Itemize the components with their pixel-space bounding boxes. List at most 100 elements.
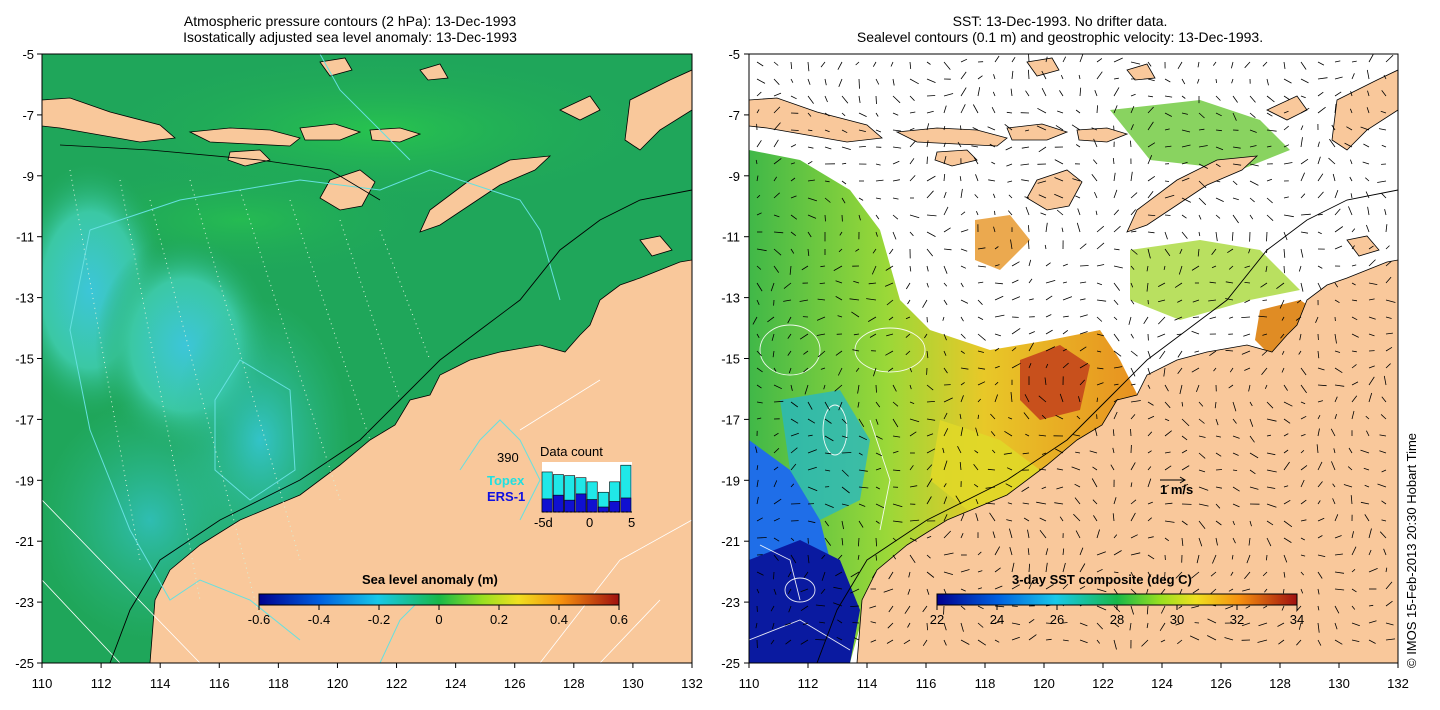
velocity-arrow [1348, 447, 1353, 454]
velocity-arrow [1062, 348, 1067, 352]
velocity-arrow [1266, 503, 1277, 508]
velocity-arrow [787, 571, 792, 578]
velocity-arrow [926, 175, 936, 182]
velocity-arrow [1006, 519, 1013, 522]
velocity-arrow [1010, 88, 1013, 97]
velocity-arrow [1158, 316, 1166, 325]
velocity-arrow [1334, 282, 1339, 288]
velocity-arrow [926, 588, 930, 595]
velocity-arrow [1007, 210, 1013, 216]
velocity-arrow [1130, 209, 1137, 216]
velocity-arrow [1317, 91, 1324, 97]
velocity-arrow [1181, 197, 1191, 203]
velocity-arrow [1334, 103, 1337, 114]
velocity-arrow [872, 571, 877, 579]
velocity-arrow [807, 197, 818, 202]
imos-credit: © IMOS 15-Feb-2013 20:30 Hobart Time [1404, 432, 1419, 668]
velocity-arrow [1225, 349, 1234, 352]
velocity-arrow [803, 367, 809, 373]
velocity-arrow [858, 146, 866, 148]
velocity-arrow [1244, 367, 1251, 371]
velocity-arrow [790, 61, 793, 70]
velocity-arrow [1295, 316, 1302, 321]
velocity-arrow [773, 92, 782, 97]
ers1-bar [609, 501, 621, 513]
velocity-arrow [1385, 346, 1393, 352]
velocity-arrow [977, 622, 984, 628]
velocity-arrow [1300, 479, 1305, 488]
velocity-arrow [904, 605, 911, 614]
velocity-arrow [1147, 142, 1156, 148]
velocity-arrow [1283, 554, 1288, 563]
velocity-arrow [1045, 346, 1056, 352]
velocity-arrow [1315, 316, 1319, 323]
velocity-arrow [773, 432, 779, 437]
velocity-arrow [756, 248, 767, 252]
australia-land [149, 259, 692, 663]
velocity-arrow [772, 622, 775, 630]
velocity-arrow [926, 418, 936, 421]
velocity-arrow [1198, 401, 1204, 407]
velocity-arrow [1071, 124, 1081, 131]
velocity-arrow [838, 248, 843, 253]
velocity-arrow [1095, 210, 1098, 216]
velocity-arrow [868, 282, 877, 285]
velocity-arrow [1198, 112, 1205, 119]
velocity-arrow [1279, 299, 1285, 309]
velocity-arrow [1113, 209, 1119, 216]
velocity-arrow [1266, 95, 1275, 103]
velocity-arrow [1096, 529, 1100, 539]
velocity-arrow [1231, 78, 1234, 84]
velocity-arrow [1025, 129, 1030, 132]
velocity-arrow [994, 333, 1002, 337]
velocity-arrow [1317, 106, 1326, 114]
velocity-arrow [1368, 604, 1374, 607]
velocity-arrow [1056, 486, 1064, 490]
velocity-arrow [1040, 212, 1047, 216]
velocity-arrow [1266, 401, 1274, 409]
velocity-arrow [1351, 546, 1357, 556]
velocity-arrow [1317, 367, 1325, 371]
velocity-arrow [1330, 428, 1336, 437]
velocity-arrow [1332, 498, 1336, 505]
ers1-bar [620, 497, 632, 513]
velocity-arrow [1283, 196, 1289, 199]
velocity-arrow [987, 126, 996, 131]
velocity-arrow [807, 520, 816, 524]
velocity-arrow [1038, 434, 1047, 437]
velocity-arrow [1159, 622, 1166, 632]
velocity-arrow [1011, 56, 1016, 63]
velocity-arrow [1130, 428, 1132, 437]
velocity-arrow [1317, 605, 1320, 611]
velocity-arrow [1266, 129, 1277, 132]
left-y-tick-label: -25 [15, 656, 34, 671]
velocity-arrow [1028, 331, 1035, 335]
velocity-arrow [1258, 315, 1268, 318]
velocity-arrow [1073, 434, 1081, 437]
velocity-arrow [1334, 413, 1337, 420]
velocity-arrow [820, 61, 826, 68]
velocity-arrow [849, 298, 860, 301]
velocity-arrow [1215, 146, 1224, 151]
right-title-line2: Sealevel contours (0.1 m) and geostrophi… [856, 29, 1264, 45]
velocity-arrow [1045, 222, 1048, 233]
velocity-arrow [926, 554, 931, 559]
velocity-arrow [819, 282, 826, 284]
velocity-arrow [1037, 180, 1047, 184]
velocity-arrow [1300, 434, 1306, 437]
velocity-arrow [1281, 350, 1285, 355]
velocity-arrow [977, 414, 979, 420]
velocity-arrow [1011, 328, 1021, 335]
velocity-arrow [1096, 282, 1103, 286]
velocity-arrow [807, 434, 813, 437]
velocity-arrow [824, 503, 834, 508]
velocity-arrow [773, 448, 780, 454]
velocity-arrow [977, 367, 986, 370]
velocity-arrow [994, 365, 1000, 369]
velocity-arrow [1368, 549, 1372, 556]
velocity-arrow [1177, 299, 1183, 303]
velocity-arrow [875, 467, 882, 471]
velocity-arrow [875, 503, 885, 509]
velocity-arrow [1198, 520, 1206, 529]
velocity-arrow [875, 418, 879, 425]
